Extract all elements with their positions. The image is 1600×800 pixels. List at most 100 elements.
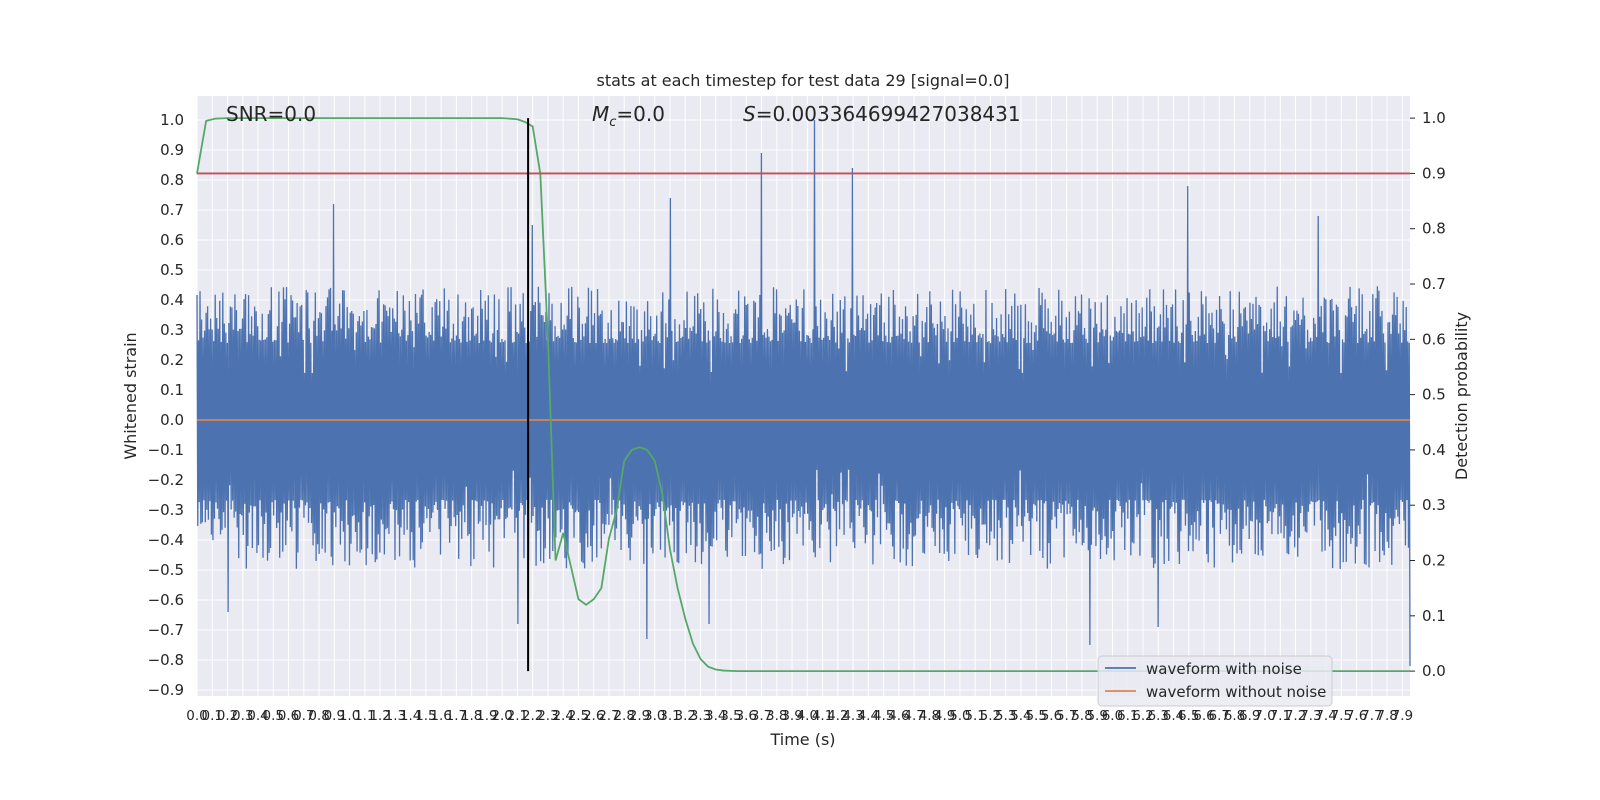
y-tick-label: −0.3: [148, 501, 184, 519]
x-tick-label: 5.8: [1071, 708, 1092, 724]
x-tick-label: 7.3: [1300, 708, 1321, 724]
x-tick-label: 1.2: [369, 708, 390, 724]
x-tick-label: 2.3: [537, 708, 558, 724]
x-tick-label: 2.5: [568, 708, 589, 724]
line-series: [196, 117, 1410, 673]
y2-tick-label: 0.3: [1422, 496, 1446, 514]
x-tick-label: 4.5: [873, 708, 894, 724]
x-tick-label: 7.1: [1270, 708, 1291, 724]
x-tick-label: 4.3: [842, 708, 863, 724]
y2-tick-label: 0.9: [1422, 164, 1446, 182]
y2-tick-label: 0.8: [1422, 220, 1446, 238]
y-tick-label: 0.0: [160, 411, 184, 429]
x-tick-label: 6.2: [1132, 708, 1153, 724]
x-tick-label: 4.7: [903, 708, 924, 724]
y-tick-labels: 1.0 0.9 0.8 0.7 0.6 0.5 0.4 0.3 0.2 0.1 0.0 −0.1 −0.…: [148, 111, 184, 699]
x-tick-label: 5.5: [1025, 708, 1046, 724]
y2-tick-label: 0.2: [1422, 552, 1446, 570]
x-tick-label: 4.8: [919, 708, 940, 724]
x-tick-label: 2.1: [507, 708, 528, 724]
x-tick-label: 1.9: [476, 708, 497, 724]
x-tick-label: 6.6: [1193, 708, 1214, 724]
x-tick-label: 0.1: [202, 708, 223, 724]
s-value: =0.003364699427038431: [756, 102, 1021, 126]
x-tick-label: 4.6: [888, 708, 909, 724]
x-tick-label: 0.2: [217, 708, 238, 724]
x-tick-label: 3.6: [736, 708, 757, 724]
x-tick-label: 4.2: [827, 708, 848, 724]
x-tick-label: 5.3: [995, 708, 1016, 724]
noise-series: [196, 119, 1411, 667]
x-tick-label: 0.0: [186, 708, 207, 724]
x-tick-label: 5.2: [980, 708, 1001, 724]
x-tick-label: 2.8: [613, 708, 634, 724]
y2-tick-label: 0.6: [1422, 330, 1446, 348]
x-tick-label: 6.0: [1102, 708, 1123, 724]
y-tick-label: −0.8: [148, 651, 184, 669]
x-tick-label: 3.9: [781, 708, 802, 724]
x-tick-label: 3.0: [644, 708, 665, 724]
y2-tick-label: 0.7: [1422, 275, 1446, 293]
x-tick-label: 3.1: [659, 708, 680, 724]
y-tick-label: −0.7: [148, 621, 184, 639]
x-tick-label: 0.4: [247, 708, 268, 724]
x-tick-label: 6.1: [1117, 708, 1138, 724]
x-tick-label: 2.0: [491, 708, 512, 724]
snr-annotation: SNR=0.0: [226, 102, 316, 126]
series-detection-probability: [196, 117, 1410, 673]
x-tick-label: 6.8: [1224, 708, 1245, 724]
x-tick-label: 4.9: [934, 708, 955, 724]
series-waveform-with-noise: [196, 119, 1411, 667]
y-tick-label: 0.1: [160, 381, 184, 399]
x-tick-label: 1.8: [461, 708, 482, 724]
chart-title: stats at each timestep for test data 29 …: [597, 71, 1010, 90]
x-tick-label: 7.8: [1376, 708, 1397, 724]
x-tick-label: 0.7: [293, 708, 314, 724]
legend-label-clean: waveform without noise: [1146, 683, 1326, 701]
chirp-mass-annotation: Mc=0.0: [592, 102, 665, 130]
y2-tick-label: 0.5: [1422, 386, 1446, 404]
x-tick-label: 2.2: [522, 708, 543, 724]
x-tick-label: 1.7: [446, 708, 467, 724]
x-tick-label: 6.5: [1178, 708, 1199, 724]
y2-tick-labels: 1.0 0.9 0.8 0.7 0.6 0.5 0.4 0.3 0.2 0.1 0.0: [1410, 109, 1446, 680]
y-tick-label: 0.8: [160, 171, 184, 189]
x-tick-label: 2.9: [629, 708, 650, 724]
x-tick-label: 2.7: [598, 708, 619, 724]
y-tick-label: 0.5: [160, 261, 184, 279]
x-tick-label: 6.4: [1163, 708, 1184, 724]
x-tick-label: 6.7: [1209, 708, 1230, 724]
chirp-mass-symbol: M: [592, 102, 609, 126]
legend-box: [1097, 655, 1333, 707]
y2-tick-label: 1.0: [1422, 109, 1446, 127]
x-tick-label: 7.2: [1285, 708, 1306, 724]
x-tick-label: 3.3: [690, 708, 711, 724]
x-tick-label: 4.1: [812, 708, 833, 724]
x-tick-label: 1.6: [430, 708, 451, 724]
x-tick-label: 7.5: [1331, 708, 1352, 724]
y-tick-label: −0.6: [148, 591, 184, 609]
x-tick-label: 3.7: [751, 708, 772, 724]
y-tick-label: 1.0: [160, 111, 184, 129]
y-tick-label: −0.1: [148, 441, 184, 459]
x-tick-label: 7.7: [1361, 708, 1382, 724]
y-tick-label: 0.9: [160, 141, 184, 159]
x-tick-label: 3.4: [705, 708, 726, 724]
x-tick-label: 5.0: [949, 708, 970, 724]
x-tick-label: 6.3: [1148, 708, 1169, 724]
s-annotation: S=0.003364699427038431: [743, 102, 1021, 126]
x-tick-label: 2.6: [583, 708, 604, 724]
legend-label-noisy: waveform with noise: [1146, 660, 1302, 678]
y-tick-label: 0.6: [160, 231, 184, 249]
x-tick-label: 5.9: [1086, 708, 1107, 724]
x-tick-label: 7.9: [1392, 708, 1413, 724]
x-tick-label: 5.4: [1010, 708, 1031, 724]
x-tick-label: 1.3: [385, 708, 406, 724]
y-tick-label: −0.2: [148, 471, 184, 489]
x-axis-label: Time (s): [769, 730, 835, 749]
x-tick-labels: 0.00.10.20.30.40.50.60.70.80.91.01.11.21…: [186, 708, 1413, 724]
s-symbol: S: [743, 102, 756, 126]
x-tick-label: 0.3: [232, 708, 253, 724]
x-tick-label: 6.9: [1239, 708, 1260, 724]
y-tick-label: 0.7: [160, 201, 184, 219]
